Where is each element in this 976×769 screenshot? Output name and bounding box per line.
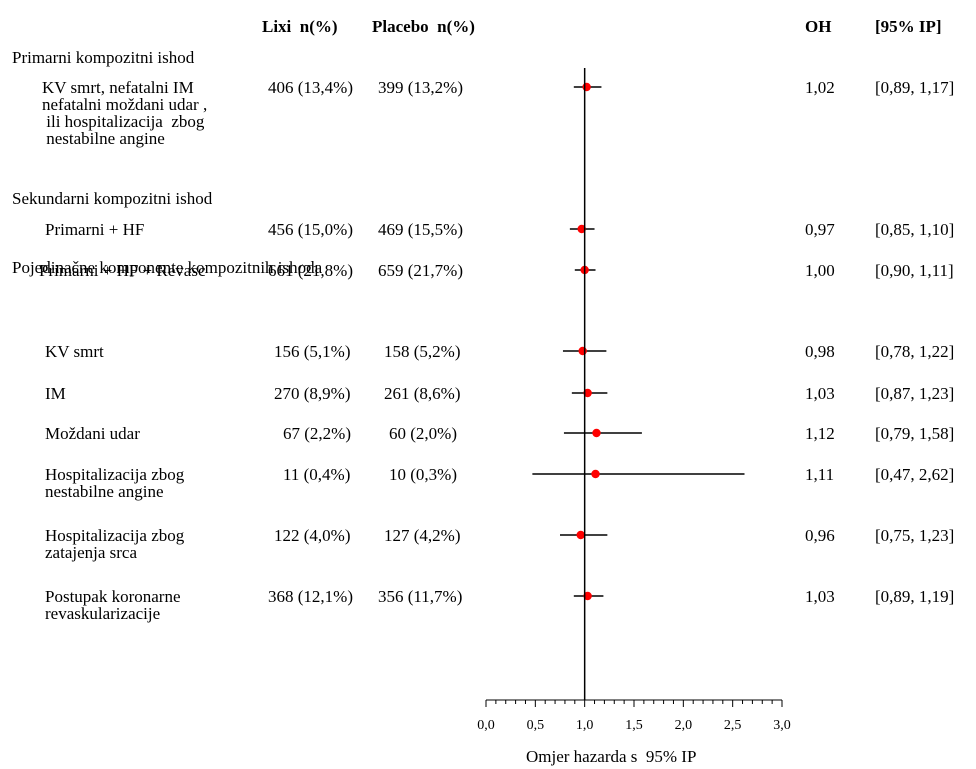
- hazard-ratio-point: [582, 82, 591, 92]
- row-oh-value: 0,97: [805, 220, 835, 239]
- row-label-line: IM: [45, 384, 66, 403]
- row-lixi-value: 122 (4,0%): [274, 526, 351, 545]
- row-ci-value: [0,75, 1,23]: [875, 526, 955, 545]
- row-label-line: Hospitalizacija zbog: [45, 526, 185, 545]
- header-lixi: Lixi n(%): [262, 17, 338, 36]
- row-ci-value: [0,79, 1,58]: [875, 424, 955, 443]
- section-secondary: Sekundarni kompozitni ishod: [12, 189, 213, 208]
- row-oh-value: 0,96: [805, 526, 835, 545]
- section-primary: Primarni kompozitni ishod: [12, 48, 195, 67]
- row-ci-value: [0,78, 1,22]: [875, 342, 955, 361]
- row-oh-value: 1,03: [805, 384, 835, 403]
- hazard-ratio-point: [591, 469, 600, 479]
- row-placebo-value: 158 (5,2%): [384, 342, 461, 361]
- row-placebo-value: 127 (4,2%): [384, 526, 461, 545]
- row-lixi-value: 156 (5,1%): [274, 342, 351, 361]
- header-placebo: Placebo n(%): [372, 17, 475, 36]
- header-oh: OH: [805, 17, 832, 36]
- row-oh-value: 1,00: [805, 261, 835, 280]
- row-lixi-value: 661 (21,8%): [268, 261, 353, 280]
- row-ci-value: [0,90, 1,11]: [875, 261, 954, 280]
- row-oh-value: 1,12: [805, 424, 835, 443]
- hazard-ratio-point: [583, 388, 592, 398]
- hazard-ratio-point: [576, 530, 585, 540]
- row-lixi-value: 456 (15,0%): [268, 220, 353, 239]
- row-label-line: nefatalni moždani udar ,: [42, 95, 208, 114]
- row-lixi-value: 368 (12,1%): [268, 587, 353, 606]
- row-label-line: Moždani udar: [45, 424, 140, 443]
- row-oh-value: 1,11: [805, 465, 835, 484]
- row-label-line: zatajenja srca: [45, 543, 138, 562]
- row-lixi-value: 270 (8,9%): [274, 384, 351, 403]
- row-label-line: Postupak koronarne: [45, 587, 181, 606]
- row-ci-value: [0,85, 1,10]: [875, 220, 955, 239]
- row-label-line: KV smrt: [45, 342, 104, 361]
- row-placebo-value: 261 (8,6%): [384, 384, 461, 403]
- row-placebo-value: 10 (0,3%): [389, 465, 457, 484]
- x-tick-label: 0,5: [527, 718, 545, 733]
- x-tick-label: 1,5: [625, 718, 643, 733]
- row-label-line: ili hospitalizacija zbog: [42, 112, 205, 131]
- row-lixi-value: 406 (13,4%): [268, 78, 353, 97]
- section-components: Pojedinačne komponente kompozitnih ishod…: [12, 258, 323, 277]
- row-placebo-value: 469 (15,5%): [378, 220, 463, 239]
- row-lixi-value: 11 (0,4%): [283, 465, 351, 484]
- row-ci-value: [0,89, 1,19]: [875, 587, 955, 606]
- row-label-line: KV smrt, nefatalni IM: [42, 78, 194, 97]
- row-oh-value: 1,02: [805, 78, 835, 97]
- x-tick-label: 2,5: [724, 718, 742, 733]
- row-placebo-value: 659 (21,7%): [378, 261, 463, 280]
- x-tick-label: 0,0: [477, 718, 495, 733]
- row-label-line: Primarni + HF: [45, 220, 145, 239]
- row-ci-value: [0,89, 1,17]: [875, 78, 955, 97]
- row-lixi-value: 67 (2,2%): [283, 424, 351, 443]
- x-tick-label: 1,0: [576, 718, 594, 733]
- hazard-ratio-point: [583, 591, 592, 601]
- hazard-ratio-point: [578, 346, 587, 356]
- x-tick-label: 2,0: [675, 718, 693, 733]
- x-tick-label: 3,0: [773, 718, 791, 733]
- row-label-line: nestabilne angine: [45, 482, 164, 501]
- row-label-line: revaskularizacije: [45, 604, 161, 623]
- row-oh-value: 0,98: [805, 342, 835, 361]
- hazard-ratio-point: [577, 224, 586, 234]
- row-oh-value: 1,03: [805, 587, 835, 606]
- row-label-line: Hospitalizacija zbog: [45, 465, 185, 484]
- hazard-ratio-point: [592, 428, 601, 438]
- row-placebo-value: 60 (2,0%): [389, 424, 457, 443]
- row-placebo-value: 399 (13,2%): [378, 78, 463, 97]
- row-label-line: Primarni + HF + Revasc: [39, 261, 206, 280]
- row-placebo-value: 356 (11,7%): [378, 587, 463, 606]
- row-label-line: nestabilne angine: [42, 129, 165, 148]
- row-ci-value: [0,47, 2,62]: [875, 465, 955, 484]
- row-ci-value: [0,87, 1,23]: [875, 384, 955, 403]
- header-ci: [95% IP]: [875, 17, 942, 36]
- x-axis-label: Omjer hazarda s 95% IP: [526, 747, 697, 766]
